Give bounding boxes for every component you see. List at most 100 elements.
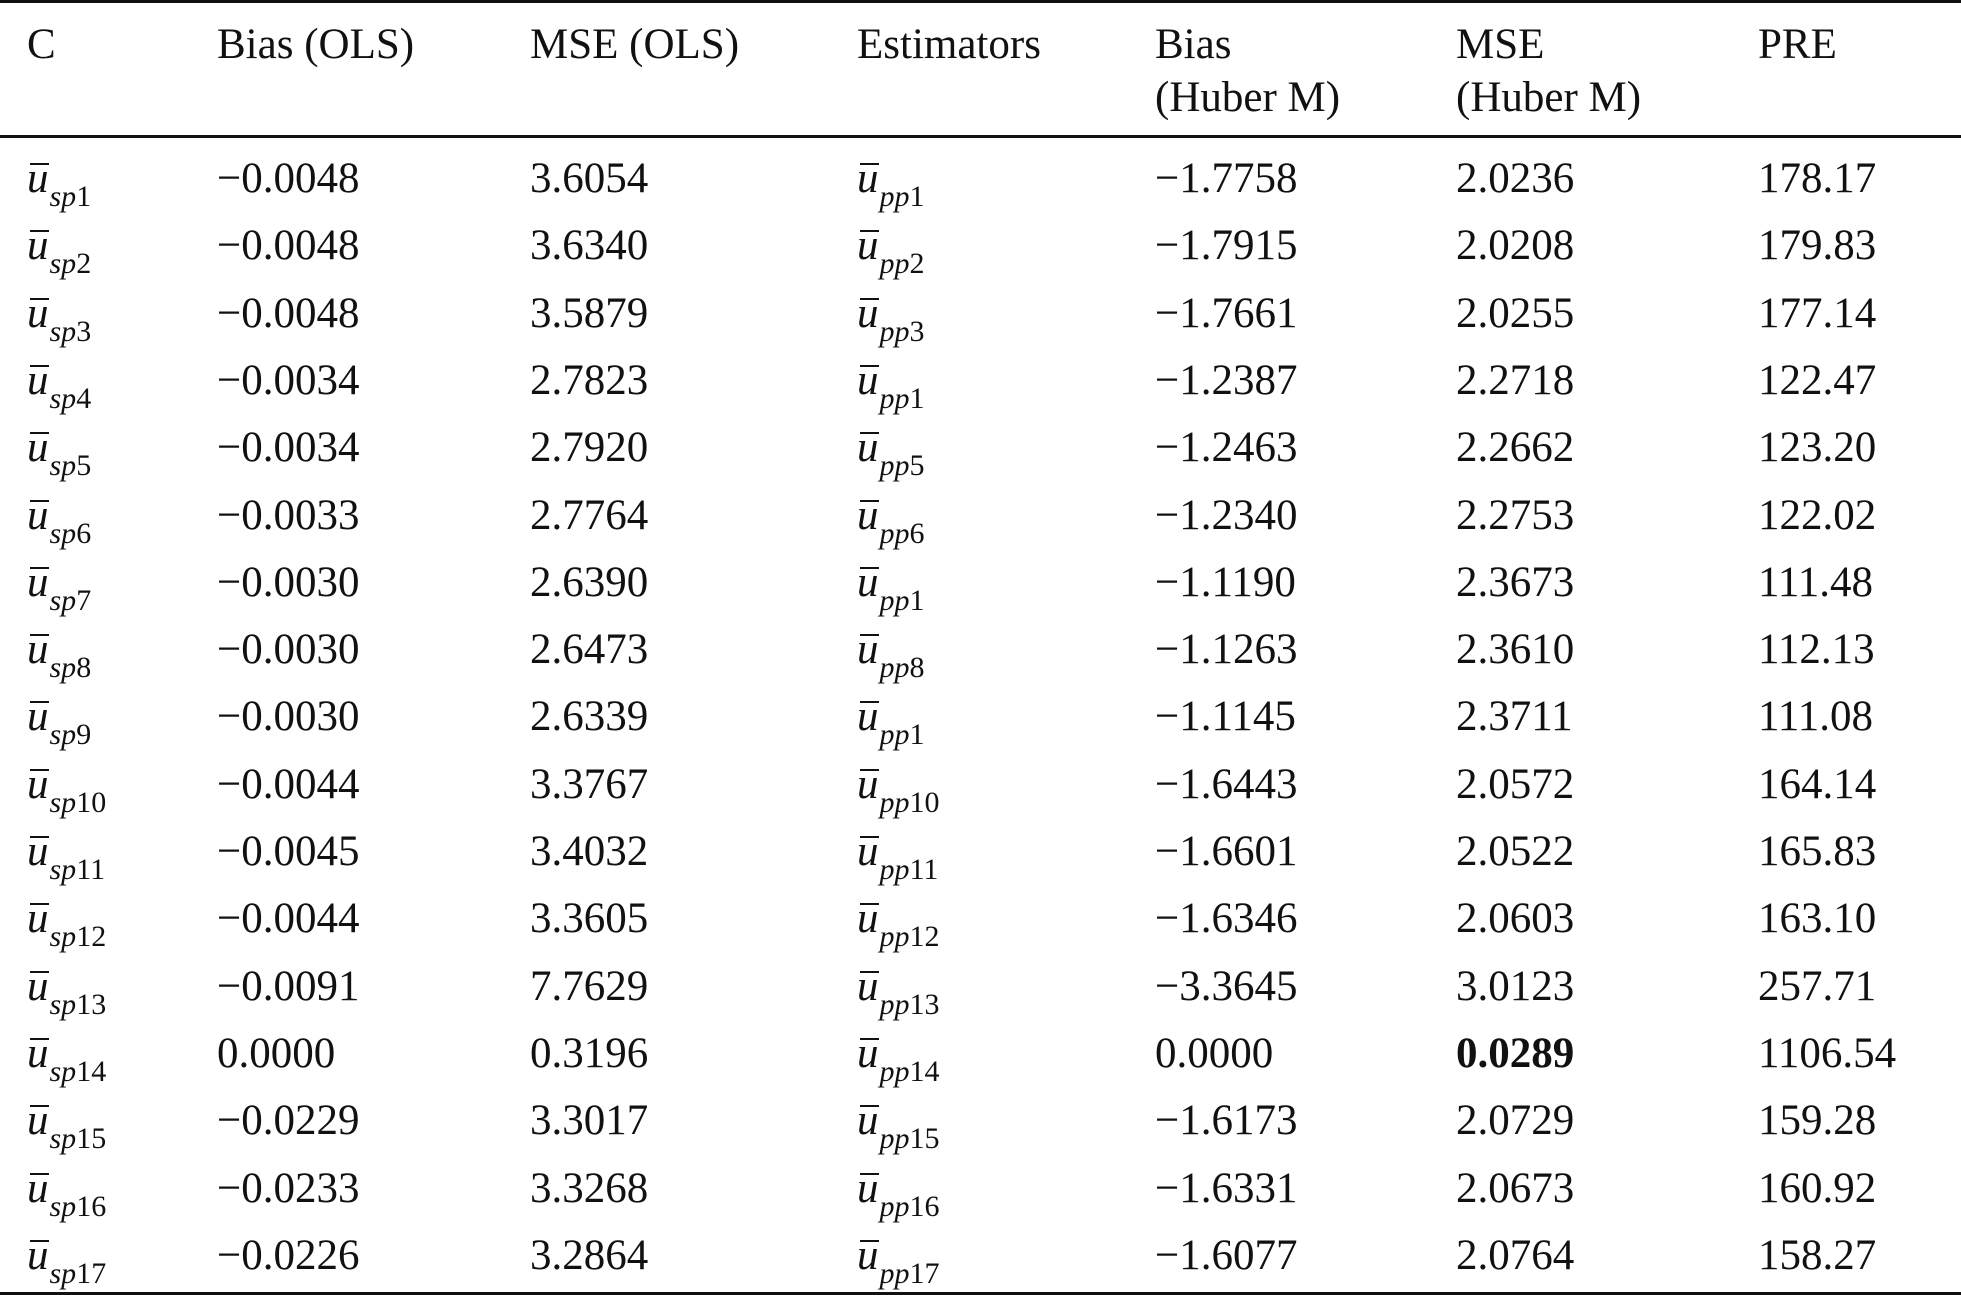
cell-bias-huber: −1.6077 (1155, 1231, 1298, 1279)
cell-c-base: u (27, 1155, 49, 1222)
cell-estimator-base: u (857, 482, 879, 549)
cell-estimator-base-letter: u (857, 626, 879, 674)
cell-c: u sp15 (27, 1087, 106, 1158)
cell-estimator-subscript-letters: pp (879, 1054, 910, 1088)
cell-bias-ols: −0.0226 (217, 1231, 360, 1279)
table-row: u sp8 −0.0030 2.6473 u pp8 −1.1263 2.3610 112.13 (0, 616, 1961, 684)
cell-c: u sp12 (27, 885, 106, 956)
overbar-mark (860, 903, 879, 906)
overbar-mark (30, 768, 49, 771)
cell-c-base-letter: u (27, 558, 49, 606)
cell-estimator-symbol: u pp5 (857, 424, 925, 482)
cell-c-base-letter: u (27, 760, 49, 808)
cell-bias-huber: −1.6346 (1155, 895, 1298, 943)
cell-pre: 179.83 (1758, 222, 1877, 270)
cell-c-base: u (27, 347, 49, 414)
overbar-mark (30, 1172, 49, 1175)
cell-estimator-subscript: pp14 (880, 1055, 940, 1088)
overbar-mark (860, 836, 879, 838)
table-row: u sp16 −0.0233 3.3268 u pp16 −1.6331 2.0673 160.… (0, 1155, 1961, 1223)
cell-c-base: u (27, 280, 49, 347)
cell-c-subscript: sp12 (50, 920, 107, 953)
cell-estimator-base-letter: u (857, 155, 879, 202)
cell-c-subscript-letters: sp (49, 583, 77, 617)
cell-estimator: u pp1 (857, 145, 925, 216)
cell-estimator-symbol: u pp17 (857, 1232, 940, 1290)
cell-bias-huber: −1.6173 (1155, 1097, 1298, 1145)
header-bias-huber-line1: Bias (1155, 21, 1232, 68)
cell-estimator-subscript: pp8 (880, 651, 925, 684)
cell-c-base-letter: u (27, 1029, 49, 1077)
table-row: u sp1 −0.0048 3.6054 u pp1 −1.7758 2.0236 178.17 (0, 145, 1961, 213)
cell-estimator-base-letter: u (857, 828, 879, 875)
cell-mse-ols: 2.7920 (530, 424, 649, 472)
cell-pre: 163.10 (1758, 895, 1877, 943)
cell-estimator-subscript-number: 15 (909, 1122, 940, 1156)
cell-c: u sp10 (27, 751, 106, 822)
cell-estimator-subscript-letters: pp (879, 1256, 910, 1290)
cell-c-base: u (27, 482, 49, 549)
cell-c-subscript: sp1 (50, 180, 92, 213)
cell-pre: 158.27 (1758, 1231, 1877, 1279)
cell-c-symbol: u sp3 (27, 290, 91, 348)
overbar-mark (30, 364, 49, 367)
cell-estimator: u pp13 (857, 953, 940, 1024)
cell-bias-ols: −0.0034 (217, 356, 360, 404)
cell-estimator-base: u (857, 549, 879, 616)
cell-c-base-letter: u (27, 155, 49, 202)
cell-bias-huber: 0.0000 (1155, 1029, 1274, 1077)
cell-pre: 257.71 (1758, 962, 1877, 1010)
cell-estimator-subscript-number: 1 (909, 583, 925, 617)
cell-estimator-subscript-letters: pp (879, 853, 910, 886)
cell-estimator-subscript-number: 10 (909, 785, 940, 819)
cell-c-subscript-number: 6 (76, 516, 92, 550)
cell-estimator-subscript-number: 8 (909, 651, 925, 685)
cell-bias-ols: −0.0044 (217, 895, 360, 943)
cell-estimator-base: u (857, 414, 879, 481)
cell-c-subscript-letters: sp (49, 516, 77, 550)
overbar-mark (30, 499, 49, 502)
cell-estimator-symbol: u pp11 (857, 828, 938, 886)
cell-c-subscript-number: 3 (76, 314, 92, 348)
table-row: u sp12 −0.0044 3.3605 u pp12 −1.6346 2.0603 163.… (0, 885, 1961, 953)
cell-estimator-subscript: pp12 (880, 920, 940, 953)
overbar-mark (30, 634, 49, 637)
cell-pre: 164.14 (1758, 760, 1877, 808)
cell-mse-ols: 2.6339 (530, 693, 649, 741)
cell-mse-huber: 2.0764 (1456, 1231, 1575, 1279)
cell-c-base-letter: u (27, 828, 49, 875)
cell-bias-ols: 0.0000 (217, 1029, 336, 1077)
cell-estimator-base: u (857, 1222, 879, 1289)
cell-estimator-subscript: pp5 (880, 449, 925, 482)
cell-c-subscript-number: 5 (76, 449, 92, 483)
header-mse-huber-line2: (Huber M) (1456, 74, 1642, 121)
cell-estimator-base-letter: u (857, 356, 879, 404)
table-row: u sp6 −0.0033 2.7764 u pp6 −1.2340 2.2753 122.02 (0, 482, 1961, 550)
cell-bias-ols: −0.0030 (217, 558, 360, 606)
overbar-mark (30, 432, 49, 435)
cell-c-base: u (27, 414, 49, 481)
cell-mse-ols: 3.3268 (530, 1164, 649, 1212)
cell-estimator-base-letter: u (857, 895, 879, 943)
cell-estimator-subscript-number: 5 (909, 449, 925, 483)
cell-estimator: u pp14 (857, 1020, 940, 1091)
cell-c-symbol: u sp12 (27, 895, 106, 953)
cell-c-subscript: sp6 (50, 517, 92, 550)
cell-c-subscript-letters: sp (49, 180, 77, 213)
cell-c-base-letter: u (27, 1231, 49, 1279)
cell-c-subscript: sp4 (50, 382, 92, 415)
cell-c-base: u (27, 683, 49, 750)
cell-pre: 177.14 (1758, 289, 1877, 337)
cell-mse-ols: 3.3017 (530, 1097, 649, 1145)
cell-mse-huber: 2.0522 (1456, 828, 1575, 875)
cell-mse-huber: 2.0572 (1456, 760, 1575, 808)
cell-estimator-subscript-letters: pp (879, 381, 910, 415)
cell-c-subscript-number: 16 (76, 1189, 107, 1223)
cell-estimator-base: u (857, 145, 879, 212)
cell-c-subscript-letters: sp (49, 314, 77, 348)
cell-c-symbol: u sp13 (27, 963, 106, 1021)
cell-estimator-base: u (857, 1020, 879, 1087)
cell-c-subscript-letters: sp (49, 1054, 77, 1088)
overbar-mark (860, 1037, 879, 1040)
cell-estimator-base: u (857, 818, 879, 885)
